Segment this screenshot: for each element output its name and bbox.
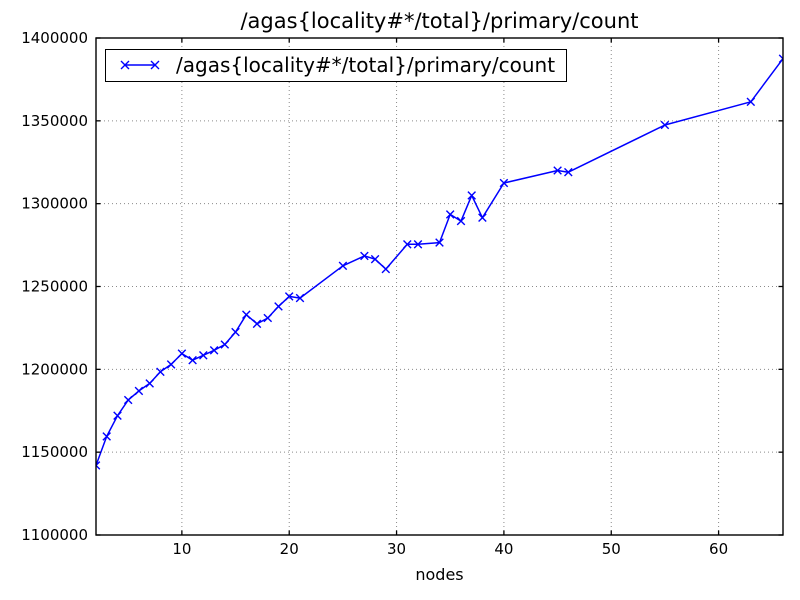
data-point-marker: [564, 167, 573, 177]
data-point-marker: [242, 310, 251, 319]
data-point-marker: [274, 302, 283, 311]
data-point-marker: [467, 191, 476, 200]
y-tick-label: 1100000: [21, 526, 88, 544]
data-point-marker: [295, 293, 305, 303]
data-point-marker: [381, 264, 391, 274]
data-point-marker: [413, 240, 423, 249]
plot-background: [96, 38, 783, 535]
x-tick-label: 10: [172, 540, 191, 558]
data-point-marker: [102, 432, 111, 441]
legend: /agas{locality#*/total}/primary/count: [105, 49, 568, 82]
y-tick-label: 1250000: [21, 278, 88, 296]
x-tick-label: 30: [387, 540, 406, 558]
chart-title: /agas{locality#*/total}/primary/count: [240, 9, 639, 33]
data-point-marker: [284, 292, 294, 301]
legend-x-marker: [150, 60, 160, 70]
y-tick-label: 1350000: [21, 112, 88, 130]
data-point-marker: [220, 340, 230, 349]
tick-labels: 10 20 30 40 50 60 1100000 1150000 1200000 1250000…: [21, 29, 728, 558]
data-point-marker: [145, 379, 154, 388]
x-tick-label: 50: [602, 540, 621, 558]
data-point-marker: [445, 210, 455, 219]
data-point-marker: [188, 355, 197, 365]
legend-x-marker: [120, 60, 130, 70]
data-point-marker: [113, 411, 122, 420]
data-point-marker: [156, 367, 165, 377]
legend-line-sample: [120, 60, 160, 70]
y-tick-label: 1200000: [21, 360, 88, 378]
data-point-marker: [177, 349, 187, 358]
series-group: [95, 54, 784, 470]
data-point-marker: [499, 178, 509, 188]
data-point-marker: [660, 120, 670, 130]
data-point-marker: [360, 251, 369, 261]
x-tick-label: 20: [280, 540, 299, 558]
data-point-marker: [199, 351, 208, 360]
data-point-marker: [252, 319, 262, 329]
data-point-marker: [435, 238, 444, 247]
data-point-marker: [746, 97, 756, 107]
data-point-marker: [370, 254, 380, 264]
data-point-marker: [134, 386, 144, 396]
data-point-marker: [338, 261, 348, 271]
data-point-marker: [456, 216, 466, 226]
data-point-marker: [478, 213, 487, 222]
ticks: [96, 37, 783, 536]
y-tick-label: 1150000: [21, 443, 88, 461]
data-point-marker: [209, 346, 219, 355]
data-point-marker: [403, 240, 412, 249]
x-tick-label: 60: [709, 540, 728, 558]
data-point-marker: [263, 313, 273, 323]
x-axis-label: nodes: [415, 565, 464, 584]
data-point-marker: [231, 327, 240, 337]
data-point-marker: [166, 360, 176, 369]
y-tick-label: 1300000: [21, 195, 88, 213]
y-tick-label: 1400000: [21, 29, 88, 47]
x-tick-label: 40: [494, 540, 513, 558]
data-point-marker: [553, 166, 562, 175]
data-point-marker: [123, 395, 133, 405]
legend-label: /agas{locality#*/total}/primary/count: [176, 53, 556, 77]
